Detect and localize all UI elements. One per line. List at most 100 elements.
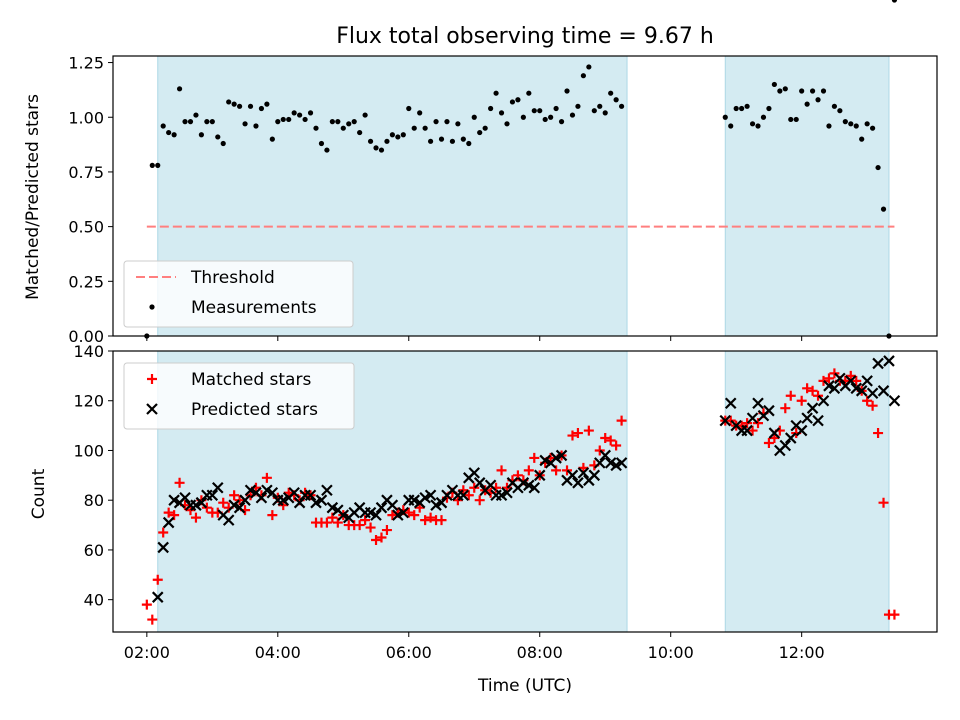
measurement-point <box>853 123 859 129</box>
predicted-star-point <box>746 412 759 424</box>
y-tick-label: 1.00 <box>68 108 104 127</box>
legend-box <box>123 260 354 328</box>
predicted-star-point <box>763 404 775 417</box>
matched-star-point <box>823 373 834 384</box>
measurement-point <box>553 105 559 112</box>
predicted-star-point <box>593 457 606 469</box>
matched-star-point <box>436 515 447 526</box>
measurement-point <box>504 121 510 127</box>
measurement-point <box>815 97 821 103</box>
matched-star-point <box>829 368 840 379</box>
matched-star-point <box>562 465 573 476</box>
matched-star-point <box>267 510 278 521</box>
predicted-star-point <box>615 457 628 469</box>
measurement-point <box>771 81 777 88</box>
measurement-point <box>460 136 466 142</box>
predicted-star-point <box>528 481 541 494</box>
matched-star-point <box>229 490 240 501</box>
measurement-point <box>455 121 461 127</box>
measurement-point <box>875 164 881 171</box>
measurement-point <box>253 123 259 129</box>
y-tick-label: 1.25 <box>68 54 104 73</box>
legend-box <box>123 362 355 430</box>
predicted-star-point <box>375 501 388 514</box>
matched-star-point <box>583 425 594 436</box>
predicted-star-point <box>195 496 208 509</box>
predicted-star-point <box>806 402 819 414</box>
matched-star-point <box>605 435 616 446</box>
measurement-point <box>591 108 597 114</box>
matched-star-point <box>452 495 463 506</box>
measurement-point <box>580 73 586 79</box>
measurement-point <box>755 123 761 129</box>
matched-star-point <box>785 390 796 401</box>
predicted-star-point <box>211 481 224 494</box>
measurement-point <box>220 140 226 147</box>
measurement-point <box>728 123 734 129</box>
predicted-star-point <box>555 449 568 462</box>
measurement-point <box>471 114 477 120</box>
measurement-point <box>859 136 865 142</box>
measurement-point <box>722 114 728 120</box>
matched-star-point <box>873 428 884 439</box>
measurement-point <box>597 103 603 109</box>
matched-star-point <box>725 415 736 426</box>
measurement-point <box>870 125 876 131</box>
predicted-star-point <box>784 432 797 444</box>
predicted-star-point <box>468 467 481 479</box>
legend-predicted-swatch <box>146 403 158 415</box>
measurement-point <box>427 138 434 144</box>
legend-measurement-swatch <box>149 304 155 310</box>
y-tick-label: 0.00 <box>68 327 104 346</box>
top-panel: 0.00 0.25 0.50 0.75 1.00 1.25 Threshold Measure… <box>68 0 938 346</box>
matched-star-point <box>578 462 589 473</box>
measurement-point <box>488 105 494 112</box>
matched-star-point <box>611 440 622 451</box>
matched-star-point <box>463 490 474 501</box>
matched-star-point <box>780 403 791 414</box>
measurement-point <box>378 147 385 153</box>
predicted-star-point <box>828 382 841 395</box>
matched-star-point <box>174 477 185 488</box>
matched-star-point <box>185 505 196 516</box>
matched-star-point <box>458 485 469 496</box>
y-tick-label: 60 <box>84 541 104 560</box>
matched-star-point <box>594 445 605 456</box>
predicted-star-point <box>861 375 873 387</box>
measurement-point <box>269 136 275 142</box>
matched-star-point <box>763 438 774 449</box>
shaded-interval <box>725 56 889 336</box>
measurement-point <box>744 103 750 109</box>
matched-star-point <box>321 517 332 528</box>
measurement-point <box>820 88 827 94</box>
matched-star-point <box>567 430 578 441</box>
matched-star-point <box>218 497 229 508</box>
measurement-point <box>564 88 570 94</box>
y-tick-label: 0.75 <box>68 163 104 182</box>
measurement-point <box>531 108 537 114</box>
measurement-point <box>618 103 625 109</box>
bottom-y-axis-label: Count <box>29 468 49 519</box>
predicted-star-point <box>577 467 590 479</box>
matched-star-point <box>409 510 420 521</box>
measurement-point <box>275 119 281 125</box>
predicted-star-point <box>239 494 251 506</box>
measurement-point <box>602 110 608 116</box>
measurement-point <box>449 138 456 144</box>
measurement-point <box>417 110 423 116</box>
predicted-star-point <box>288 486 300 499</box>
legend-label: Matched stars <box>191 370 311 390</box>
measurement-point <box>493 90 499 96</box>
predicted-star-point <box>588 469 601 482</box>
measurement-point <box>280 116 286 123</box>
measurement-point <box>226 99 232 105</box>
measurement-point <box>613 97 619 103</box>
measurement-point <box>198 132 205 138</box>
measurement-point <box>739 105 745 112</box>
measurement-point <box>837 108 843 114</box>
measurement-point <box>438 136 445 142</box>
y-tick-label: 40 <box>84 591 104 610</box>
measurement-point <box>848 121 854 127</box>
predicted-star-point <box>812 414 824 427</box>
measurement-point <box>340 125 346 131</box>
